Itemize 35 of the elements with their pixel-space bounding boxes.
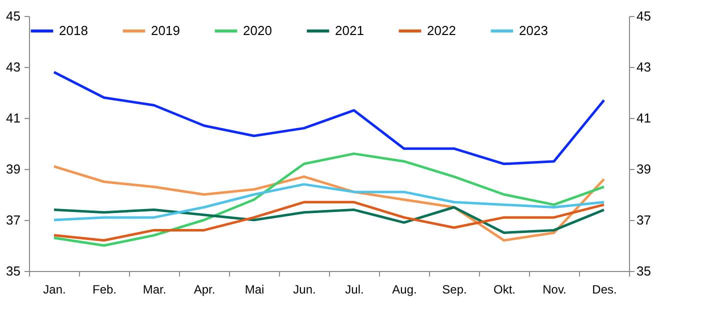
legend-label: 2021 bbox=[335, 23, 364, 38]
x-tick-label: Apr. bbox=[194, 282, 216, 296]
y2-tick-label: 41 bbox=[636, 110, 651, 126]
y-tick-label: 39 bbox=[6, 162, 20, 176]
y-tick-label: 37 bbox=[6, 212, 20, 228]
y-tick-label: 41 bbox=[6, 110, 20, 126]
y2-tick-label: 39 bbox=[636, 162, 651, 176]
y-tick-label: 43 bbox=[6, 60, 20, 74]
line-series bbox=[52, 70, 606, 166]
line-series bbox=[52, 152, 606, 247]
y-tick-label: 45 bbox=[6, 8, 20, 24]
y2-tick-label: 35 bbox=[636, 264, 651, 278]
x-tick-label: Feb. bbox=[92, 282, 117, 296]
legend-label: 2018 bbox=[59, 23, 88, 38]
legend-label: 2020 bbox=[243, 23, 272, 38]
x-tick-label: Jul. bbox=[345, 282, 364, 296]
y2-tick-label: 37 bbox=[636, 212, 651, 228]
y2-tick-label: 45 bbox=[636, 8, 651, 24]
x-tick-label: Mai bbox=[244, 282, 264, 296]
x-tick-label: Sep. bbox=[442, 282, 467, 296]
x-tick-label: Aug. bbox=[392, 282, 417, 296]
legend-label: 2019 bbox=[151, 23, 180, 38]
x-tick-label: Jan. bbox=[43, 282, 66, 296]
y-tick-label: 35 bbox=[6, 264, 20, 278]
line-series bbox=[52, 206, 606, 234]
x-tick-label: Okt. bbox=[493, 282, 516, 296]
line-series bbox=[52, 200, 606, 242]
y2-tick-label: 43 bbox=[636, 60, 651, 74]
x-tick-label: Nov. bbox=[542, 282, 566, 296]
legend-label: 2022 bbox=[427, 23, 456, 38]
line-series bbox=[52, 183, 606, 222]
x-tick-label: Mar. bbox=[142, 282, 166, 296]
legend-label: 2023 bbox=[519, 23, 548, 38]
x-tick-label: Jun. bbox=[293, 282, 316, 296]
x-tick-label: Des. bbox=[592, 282, 617, 296]
